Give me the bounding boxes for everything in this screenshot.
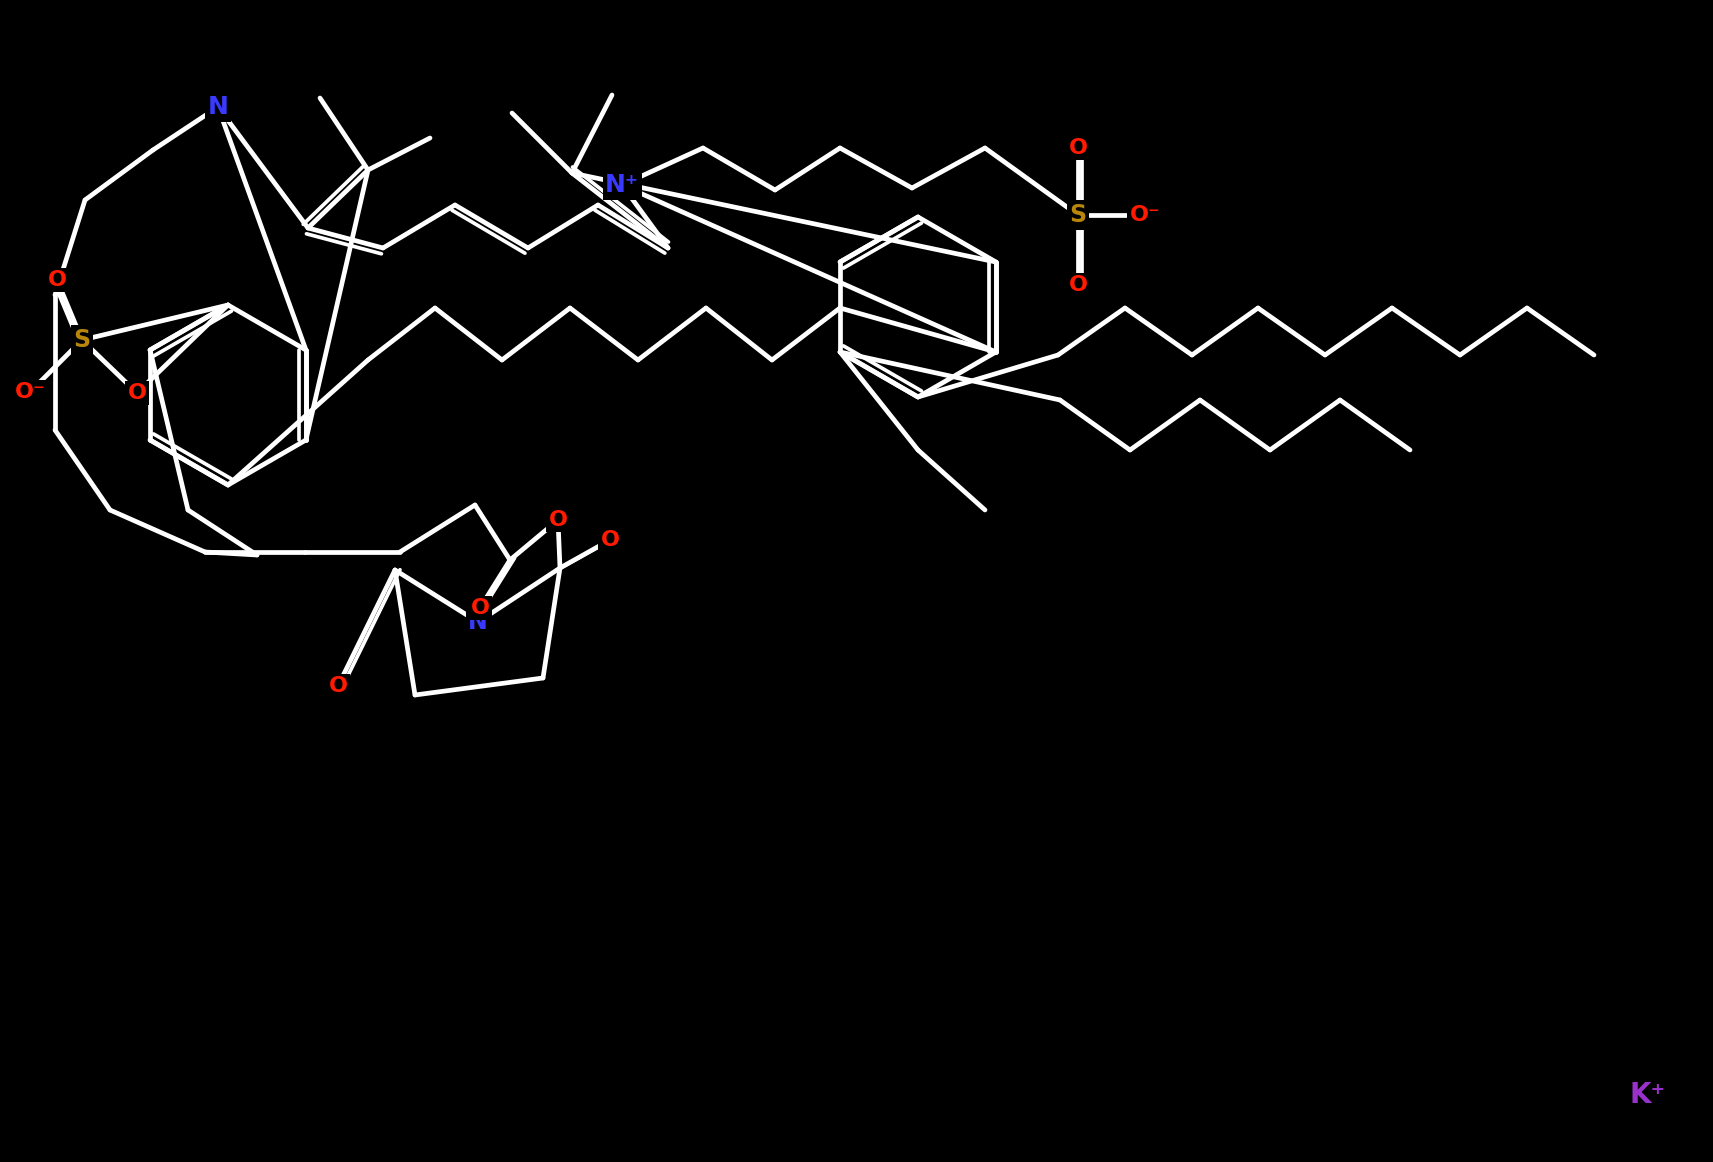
Text: O⁻: O⁻ xyxy=(15,382,45,402)
Text: N: N xyxy=(207,95,228,119)
Text: O⁻: O⁻ xyxy=(1129,205,1160,225)
Text: N: N xyxy=(468,610,488,634)
Text: S: S xyxy=(74,328,91,352)
Text: O: O xyxy=(48,270,67,290)
Text: O: O xyxy=(471,598,490,618)
Text: O: O xyxy=(329,676,348,696)
Text: O: O xyxy=(127,383,147,403)
Text: N⁺: N⁺ xyxy=(605,173,639,198)
Text: O: O xyxy=(601,530,620,550)
Text: S: S xyxy=(1069,203,1086,227)
Text: O: O xyxy=(1069,275,1088,295)
Text: O: O xyxy=(548,510,567,530)
Text: O: O xyxy=(1069,138,1088,158)
Text: K⁺: K⁺ xyxy=(1631,1081,1667,1109)
